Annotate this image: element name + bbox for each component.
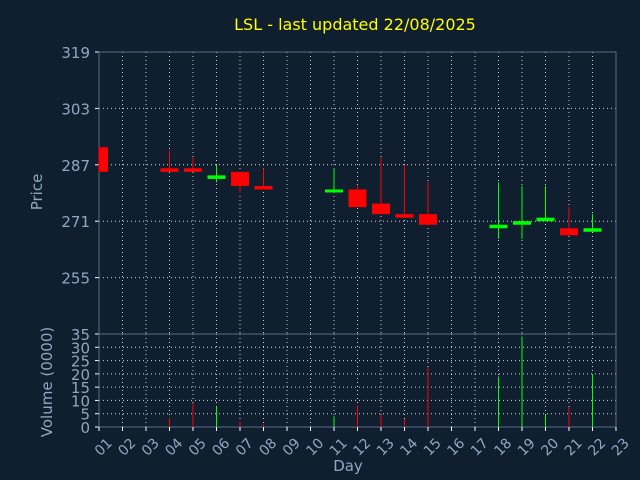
- x-tick-label: 09: [280, 435, 304, 459]
- volume-tick-label: 10: [71, 392, 90, 410]
- candle-19: [513, 185, 531, 239]
- volume-tick-label: 20: [71, 366, 90, 384]
- candle-body: [583, 228, 602, 232]
- candle-body: [325, 189, 343, 193]
- chart-title: LSL - last updated 22/08/2025: [234, 15, 476, 34]
- candle-22: [583, 214, 602, 232]
- volume-tick-label: 15: [71, 379, 90, 397]
- candle-04: [160, 150, 179, 172]
- candle-05: [184, 157, 202, 172]
- volume-tick-label: 5: [80, 406, 90, 424]
- x-tick-label: 01: [92, 435, 116, 459]
- volume-axis-label: Volume (0000): [38, 327, 56, 437]
- candle-07: [231, 171, 249, 193]
- candle-13: [372, 157, 390, 215]
- candle-body: [536, 217, 555, 222]
- candle-18: [489, 182, 508, 239]
- candle-08: [254, 168, 273, 190]
- candle-01: [98, 147, 108, 172]
- price-panel: 319 303 287 271 255: [61, 44, 617, 335]
- candle-body: [513, 221, 531, 225]
- candle-body: [99, 147, 108, 172]
- candle-12: [348, 185, 367, 208]
- price-tick-label: 287: [61, 157, 90, 175]
- x-tick-label: 22: [585, 435, 609, 459]
- candle-body: [419, 214, 437, 225]
- price-tick-label: 319: [61, 44, 90, 62]
- x-tick-label: 14: [397, 435, 421, 459]
- volume-tick-label: 25: [71, 353, 90, 371]
- candle-body: [395, 214, 414, 218]
- candle-06: [207, 164, 226, 183]
- candle-body: [231, 171, 249, 186]
- candle-14: [395, 164, 414, 218]
- x-tick-label: 02: [115, 435, 139, 459]
- volume-tick-label: 30: [71, 339, 90, 357]
- x-tick-label: 10: [303, 435, 327, 459]
- x-tick-label: 08: [256, 435, 280, 459]
- x-tick-label: 12: [350, 435, 374, 459]
- x-tick-label: 05: [186, 435, 210, 459]
- x-tick-label: 19: [515, 435, 539, 459]
- x-tick-label: 06: [209, 435, 233, 459]
- price-axis-label: Price: [28, 174, 46, 211]
- candle-11: [325, 168, 343, 193]
- x-tick-label: 07: [233, 435, 257, 459]
- x-tick-label: 20: [538, 435, 562, 459]
- volume-tick-label: 0: [80, 419, 90, 437]
- candle-body: [372, 203, 390, 215]
- x-tick-label: 15: [421, 435, 445, 459]
- candle-21: [560, 207, 578, 236]
- candle-body: [207, 175, 226, 179]
- x-tick-label: 13: [374, 435, 398, 459]
- price-tick-label: 271: [61, 213, 90, 231]
- candle-15: [419, 182, 437, 225]
- candle-body: [489, 224, 508, 229]
- candle-body: [160, 168, 179, 172]
- candle-body: [348, 189, 367, 208]
- x-tick-label: 17: [468, 435, 492, 459]
- candle-body: [254, 185, 273, 190]
- x-tick-label: 21: [562, 435, 586, 459]
- x-tick-label: 04: [162, 435, 186, 459]
- x-tick-label: 23: [609, 435, 633, 459]
- x-tick-label: 18: [491, 435, 515, 459]
- volume-tick-label: 35: [71, 326, 90, 344]
- candle-body: [184, 168, 202, 172]
- candle-body: [560, 228, 578, 236]
- x-tick-label: 16: [444, 435, 468, 459]
- x-tick-label: 03: [139, 435, 163, 459]
- x-tick-label: 11: [327, 435, 351, 459]
- candle-20: [536, 185, 555, 222]
- x-axis-label: Day: [333, 457, 363, 475]
- price-tick-label: 255: [61, 270, 90, 288]
- price-tick-label: 303: [61, 100, 90, 118]
